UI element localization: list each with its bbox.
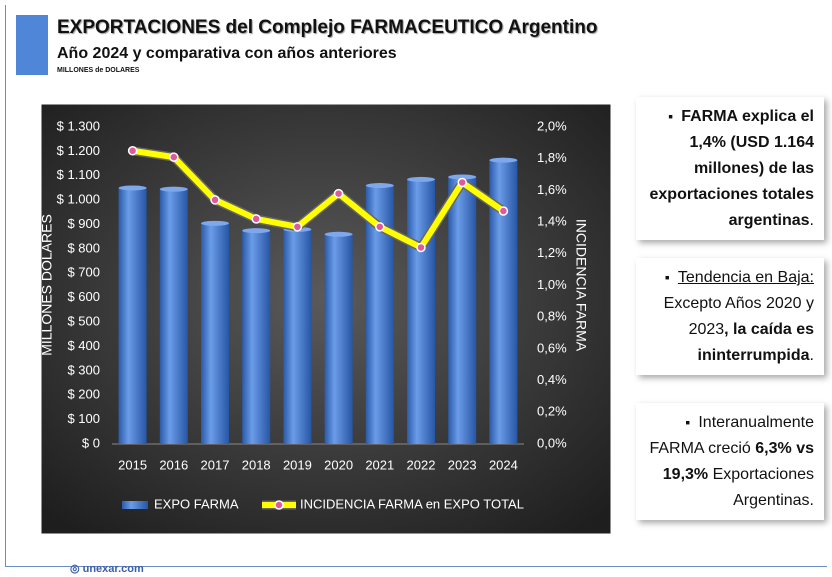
- accent-square: [16, 15, 48, 75]
- note: FARMA explica el 1,4% (USD 1.164 millone…: [636, 97, 824, 240]
- footer: unexar.com: [70, 562, 144, 575]
- bar-top: [489, 157, 518, 163]
- legend-label: EXPO FARMA: [154, 496, 239, 511]
- line-marker: [498, 206, 509, 216]
- line: [132, 147, 506, 251]
- y2-tick-label: 0,0%: [537, 435, 567, 450]
- line-marker: [127, 146, 138, 156]
- y-tick-label: $ 200: [67, 387, 100, 402]
- y-tick-label: $ 1.200: [57, 143, 100, 158]
- y-tick-label: $ 800: [67, 240, 100, 255]
- bar-top: [365, 183, 394, 189]
- bar-top: [407, 176, 435, 182]
- legend-label: INCIDENCIA FARMA en EXPO TOTAL: [300, 496, 524, 511]
- y2-tick-label: 1,6%: [537, 182, 567, 197]
- y2-tick-label: 0,2%: [537, 404, 567, 419]
- bar: [283, 229, 312, 444]
- note-text: FARMA explica el 1,4% (USD 1.164 millone…: [649, 108, 815, 229]
- y-tick-label: $ 1.300: [57, 118, 100, 133]
- legend-swatch: [122, 501, 148, 509]
- bar: [159, 189, 188, 444]
- y-tick-label: $ 600: [67, 289, 100, 304]
- note-text: .: [809, 347, 814, 364]
- y2-tick-label: 0,4%: [537, 372, 567, 387]
- bar: [324, 234, 353, 444]
- subtitle: Año 2024 y comparativa con años anterior…: [57, 45, 397, 62]
- x-tick-label: 2024: [489, 457, 518, 472]
- y2-tick-label: 1,0%: [537, 277, 567, 292]
- note-text: 6,3% vs 19,3%: [662, 440, 814, 483]
- y2-tick-label: 1,4%: [537, 214, 567, 229]
- bar: [407, 179, 435, 444]
- note: Interanualmente FARMA creció 6,3% vs 19,…: [636, 403, 824, 520]
- y2-tick-label: 0,6%: [537, 340, 567, 355]
- note-text: Interanualmente FARMA creció: [649, 414, 814, 457]
- x-tick-label: 2020: [324, 457, 353, 472]
- note-text: Excepto Años 2020 y 2023: [663, 295, 814, 338]
- line-marker: [292, 222, 303, 232]
- line-marker: [169, 152, 179, 162]
- y-tick-label: $ 1.000: [57, 192, 100, 207]
- y-tick-label: $ 0: [82, 435, 100, 450]
- title: EXPORTACIONES del Complejo FARMACEUTICO …: [57, 17, 598, 38]
- line-marker: [457, 177, 467, 188]
- bar-top: [201, 220, 229, 226]
- note: Tendencia en Baja: Excepto Años 2020 y 2…: [636, 258, 824, 375]
- y-tick-label: $ 300: [67, 362, 100, 377]
- legend-marker: [274, 500, 284, 510]
- bar: [201, 223, 229, 444]
- y2-axis-label: INCIDENCIA FARMA: [573, 219, 589, 352]
- y-tick-label: $ 500: [67, 314, 100, 329]
- x-tick-label: 2016: [159, 457, 188, 472]
- note-text: Tendencia en Baja:: [677, 269, 814, 286]
- x-tick-label: 2017: [201, 457, 230, 472]
- bar-top: [118, 185, 147, 191]
- x-tick-label: 2015: [118, 457, 147, 472]
- x-tick-label: 2022: [407, 457, 436, 472]
- y2-tick-label: 0,8%: [537, 309, 567, 324]
- bar: [448, 176, 477, 444]
- y-axis-label: MILLONES DÓLARES: [39, 214, 55, 356]
- y2-tick-label: 1,8%: [537, 150, 567, 165]
- y-tick-label: $ 700: [67, 265, 100, 280]
- x-tick-label: 2018: [242, 457, 271, 472]
- bar: [118, 187, 147, 444]
- y2-tick-label: 1,2%: [537, 245, 567, 260]
- line-marker: [375, 222, 385, 232]
- bar-top: [242, 228, 271, 234]
- x-tick-label: 2023: [448, 457, 477, 472]
- y-tick-label: $ 1.100: [57, 167, 100, 182]
- y2-tick-label: 2,0%: [537, 118, 567, 133]
- bar-top: [159, 186, 188, 192]
- note-text: Exportaciones Argentinas.: [708, 466, 814, 509]
- unit-note: MILLONES de DOLARES: [57, 67, 140, 74]
- y-tick-label: $ 400: [67, 338, 100, 353]
- x-tick-label: 2019: [283, 457, 312, 472]
- line-marker: [210, 195, 220, 205]
- note-text: , la caída es ininterrumpida: [697, 321, 814, 364]
- frame: [5, 5, 827, 567]
- line-marker: [416, 242, 426, 253]
- bar: [242, 230, 271, 444]
- line-marker: [251, 214, 261, 224]
- bar-top: [448, 174, 477, 180]
- y-tick-label: $ 900: [67, 216, 100, 231]
- x-tick-label: 2021: [365, 457, 394, 472]
- y-tick-label: $ 100: [67, 411, 100, 426]
- bar-top: [324, 231, 353, 237]
- note-text: .: [809, 212, 814, 229]
- line-marker: [333, 188, 344, 199]
